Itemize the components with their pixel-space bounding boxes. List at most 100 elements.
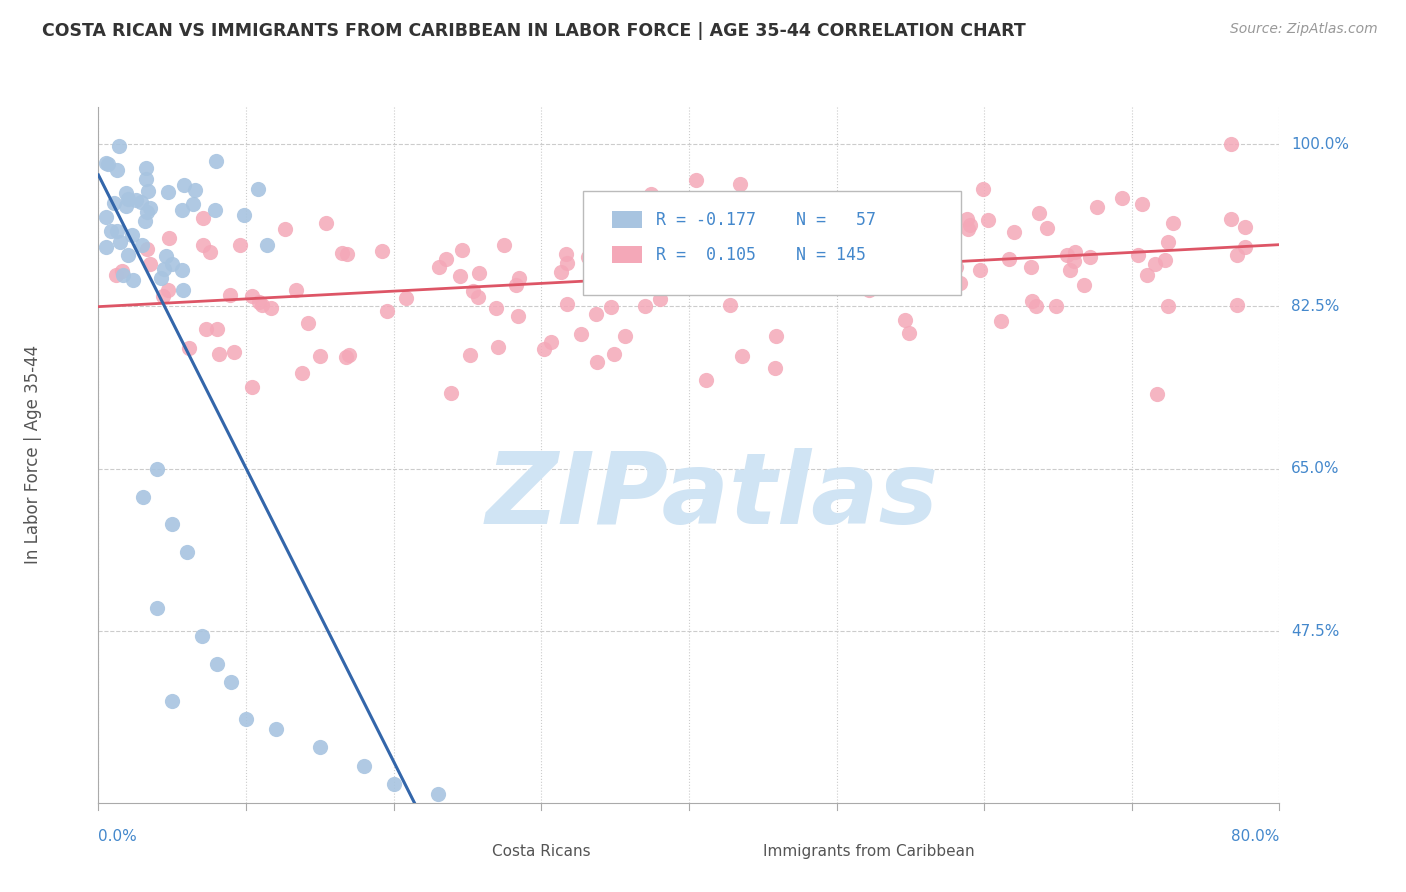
Point xyxy=(336,247,359,261)
Point xyxy=(1045,299,1067,313)
Point xyxy=(222,345,245,359)
Point xyxy=(634,300,657,314)
FancyBboxPatch shape xyxy=(724,845,754,865)
Point xyxy=(107,139,129,153)
Point xyxy=(1059,263,1081,277)
Point xyxy=(205,657,228,671)
Point xyxy=(291,366,314,380)
Point xyxy=(157,283,180,297)
Point xyxy=(1156,299,1178,313)
Point xyxy=(540,334,562,349)
Point xyxy=(152,289,174,303)
Point xyxy=(337,348,360,362)
Point xyxy=(315,216,337,230)
Point xyxy=(139,201,162,215)
Point xyxy=(440,385,463,400)
Point xyxy=(146,462,169,476)
Point xyxy=(508,271,530,285)
Point xyxy=(155,249,177,263)
Point xyxy=(218,287,240,301)
Point xyxy=(1025,300,1047,314)
Point xyxy=(105,268,128,282)
Point xyxy=(893,313,915,327)
Point xyxy=(124,193,146,207)
Point xyxy=(506,309,529,323)
Point xyxy=(603,346,626,360)
Point xyxy=(135,242,157,256)
Text: In Labor Force | Age 35-44: In Labor Force | Age 35-44 xyxy=(24,345,42,565)
Point xyxy=(934,255,956,269)
Point xyxy=(1153,253,1175,268)
Point xyxy=(162,694,183,708)
Point xyxy=(105,162,128,177)
Point xyxy=(176,545,198,559)
Point xyxy=(749,223,772,237)
Point xyxy=(1002,225,1025,239)
Point xyxy=(949,276,972,290)
Point xyxy=(858,244,880,258)
Point xyxy=(692,269,714,284)
Point xyxy=(1078,250,1101,264)
Point xyxy=(555,296,578,310)
Point xyxy=(250,298,273,312)
Text: 82.5%: 82.5% xyxy=(1291,299,1340,314)
Point xyxy=(117,248,139,262)
Text: 47.5%: 47.5% xyxy=(1291,624,1340,639)
Point xyxy=(853,242,876,256)
Point xyxy=(825,219,848,233)
Point xyxy=(1063,254,1085,268)
Point xyxy=(1136,268,1159,282)
Point xyxy=(115,199,138,213)
Point xyxy=(371,244,394,258)
Point xyxy=(458,348,481,362)
Point xyxy=(485,301,508,315)
Point xyxy=(172,202,194,217)
Point xyxy=(759,230,782,244)
Text: Immigrants from Caribbean: Immigrants from Caribbean xyxy=(763,844,974,859)
Point xyxy=(449,269,471,284)
Point xyxy=(177,341,200,355)
Point xyxy=(309,740,332,755)
Point xyxy=(969,262,991,277)
Point xyxy=(640,186,662,201)
Point xyxy=(157,231,180,245)
Point xyxy=(463,284,485,298)
Point xyxy=(744,214,766,228)
Point xyxy=(204,154,226,169)
Point xyxy=(135,204,157,219)
Point xyxy=(585,307,607,321)
Point xyxy=(1036,220,1059,235)
Point xyxy=(108,235,131,249)
FancyBboxPatch shape xyxy=(612,211,641,228)
Point xyxy=(889,255,911,269)
Point xyxy=(990,314,1012,328)
Point xyxy=(718,298,741,312)
Point xyxy=(103,196,125,211)
Point xyxy=(569,327,592,342)
Point xyxy=(139,256,162,270)
Point xyxy=(160,257,183,271)
Point xyxy=(198,245,221,260)
Point xyxy=(208,346,231,360)
Point xyxy=(259,301,281,316)
Point xyxy=(731,349,754,363)
FancyBboxPatch shape xyxy=(453,845,482,865)
Point xyxy=(233,209,256,223)
Point xyxy=(586,355,609,369)
Point xyxy=(859,277,882,292)
Point xyxy=(977,212,1000,227)
Point xyxy=(330,246,353,260)
Point xyxy=(724,208,747,222)
Point xyxy=(648,293,671,307)
Point xyxy=(173,178,195,193)
Point xyxy=(1130,197,1153,211)
Point xyxy=(219,675,242,690)
Point xyxy=(193,211,215,226)
Point xyxy=(685,173,707,187)
Point xyxy=(94,240,117,254)
Point xyxy=(1019,260,1042,274)
Text: 65.0%: 65.0% xyxy=(1291,461,1340,476)
Point xyxy=(335,350,357,364)
Point xyxy=(1161,216,1184,230)
Point xyxy=(135,161,157,175)
